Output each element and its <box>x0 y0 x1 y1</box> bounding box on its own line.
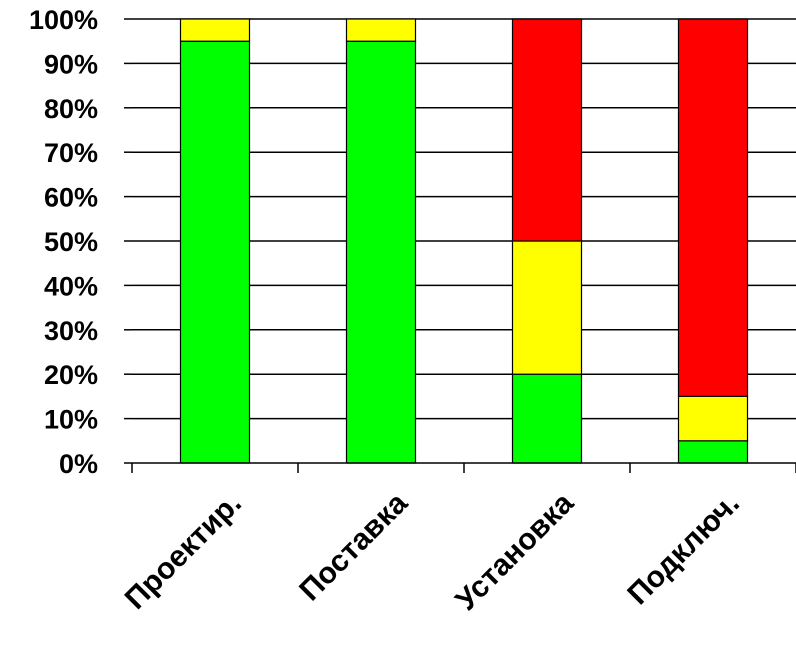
bar-segment <box>677 395 749 442</box>
bar-segment <box>511 18 583 242</box>
y-tick-label: 0% <box>59 449 98 479</box>
y-tick-label: 30% <box>44 316 98 346</box>
y-tick-label: 100% <box>29 5 98 35</box>
y-tick-label: 90% <box>44 49 98 79</box>
x-category-label: Проектир. <box>119 487 248 616</box>
y-tick-label: 80% <box>44 94 98 124</box>
x-category-label: Поставка <box>293 486 414 607</box>
y-tick-label: 60% <box>44 183 98 213</box>
bar-segment <box>511 240 583 375</box>
bar-segment <box>345 40 417 464</box>
y-tick-label: 40% <box>44 271 98 301</box>
bar-segment <box>179 40 251 464</box>
bar-segment <box>677 440 749 464</box>
x-category-label: Подключ. <box>621 487 746 612</box>
bar-segment <box>345 18 417 42</box>
bar-segment <box>677 18 749 397</box>
y-tick-label: 50% <box>44 227 98 257</box>
y-tick-label: 20% <box>44 360 98 390</box>
x-category-label: Установка <box>450 486 581 617</box>
y-tick-label: 10% <box>44 405 98 435</box>
bar-segment <box>511 373 583 464</box>
y-tick-label: 70% <box>44 138 98 168</box>
bar-segment <box>179 18 251 42</box>
